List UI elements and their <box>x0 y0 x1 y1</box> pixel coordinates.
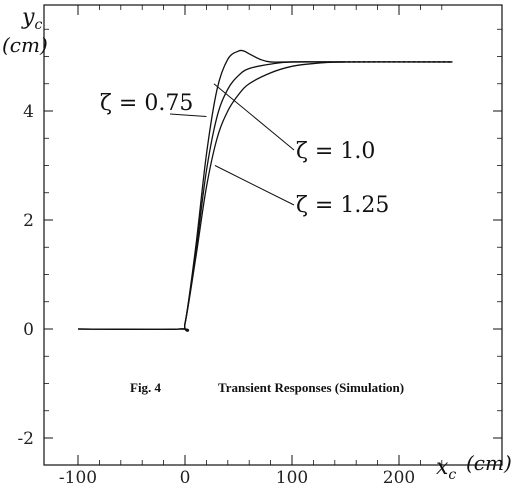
label-zeta-1-0: ζ = 1.0 <box>296 139 375 164</box>
leader-line-0 <box>169 113 207 117</box>
plot-frame <box>43 4 503 466</box>
leader-lines <box>169 83 295 206</box>
x-axis-label: xc <box>436 455 456 483</box>
leader-line-2 <box>214 165 295 206</box>
x-tick-label: 200 <box>383 468 415 483</box>
x-tick-label: 0 <box>180 468 191 483</box>
x-ticks: -100 0 100 200 <box>59 5 415 483</box>
y-tick-label: -2 <box>17 429 34 449</box>
series-line-2 <box>77 61 453 332</box>
label-zeta-1-25: ζ = 1.25 <box>296 193 389 218</box>
x-tick-label: 100 <box>276 468 308 483</box>
y-axis-label: yc <box>21 5 42 33</box>
x-axis-unit: (cm) <box>466 451 512 475</box>
y-tick-label: 0 <box>23 320 34 340</box>
x-tick-label: -100 <box>59 468 97 483</box>
figure-caption: Transient Responses (Simulation) <box>218 380 404 395</box>
minor-ticks <box>44 5 502 465</box>
label-zeta-0-75: ζ = 0.75 <box>100 91 193 116</box>
leader-line-1 <box>213 83 295 151</box>
series-group <box>77 49 453 332</box>
figure-number: Fig. 4 <box>130 380 162 395</box>
y-tick-label: 4 <box>23 102 34 122</box>
y-ticks: -2 0 2 4 <box>17 102 502 449</box>
y-tick-label: 2 <box>23 211 34 231</box>
y-axis-unit: (cm) <box>2 33 48 57</box>
